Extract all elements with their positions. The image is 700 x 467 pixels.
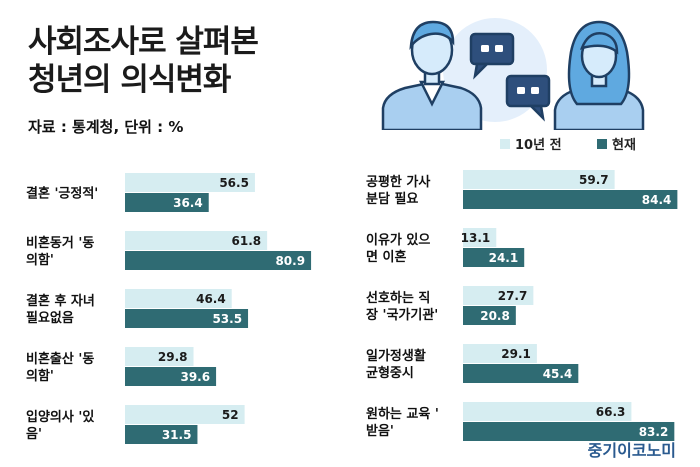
category-label-line: 면 이혼 <box>366 249 406 265</box>
legend-now-label: 현재 <box>612 138 636 153</box>
bar-past <box>125 405 245 424</box>
category-label-line: 비혼출산 '동 <box>26 351 94 367</box>
bar-past <box>463 402 632 421</box>
bar-past <box>125 347 194 366</box>
data-label: 84.4 <box>642 193 672 207</box>
category-label-line: 이유가 있으 <box>366 232 430 248</box>
data-label: 39.6 <box>180 370 210 384</box>
bar-past <box>463 286 534 305</box>
category-label-line: 선호하는 직 <box>366 290 430 306</box>
data-label: 46.4 <box>196 292 226 306</box>
legend-past: 10년 전 <box>500 134 562 153</box>
bar-now <box>125 367 217 386</box>
data-label: 61.8 <box>232 234 262 248</box>
bar-past <box>125 173 255 192</box>
bar-now <box>125 309 249 328</box>
category-label-line: 필요없음 <box>26 310 74 326</box>
legend-now-swatch <box>597 138 607 149</box>
bar-now <box>463 422 675 441</box>
data-label: 27.7 <box>498 289 528 303</box>
title-line-2: 청년의 의식변화 <box>28 62 231 98</box>
category-label: 입양의사 '있 음' <box>26 409 94 442</box>
chat-bubble-icon <box>505 74 551 122</box>
bar-now <box>463 306 516 325</box>
source-note: 자료 : 통계청, 단위 : % <box>28 118 184 136</box>
data-label: 83.2 <box>639 425 669 439</box>
data-label: 36.4 <box>173 196 203 210</box>
legend-past-swatch <box>500 138 510 149</box>
category-label: 결혼 '긍정적' <box>26 186 98 202</box>
category-label-line: 의함' <box>26 368 54 384</box>
category-label-line: 결혼 후 자녀 <box>26 293 95 309</box>
category-label-line: 의함' <box>26 252 54 268</box>
bar-past <box>463 228 497 247</box>
bar-past <box>125 289 232 308</box>
category-label-line: 분담 필요 <box>366 192 418 207</box>
chat-bubble-icon <box>469 32 515 80</box>
bar-now <box>125 251 312 270</box>
category-label: 결혼 후 자녀 필요없음 <box>26 293 95 326</box>
legend-now: 현재 <box>597 134 636 153</box>
data-label: 80.9 <box>275 254 305 268</box>
category-label-line: 공평한 가사 <box>366 174 430 190</box>
data-label: 29.1 <box>501 347 531 361</box>
category-label-line: 입양의사 '있 <box>26 409 94 425</box>
data-label: 59.7 <box>579 173 609 187</box>
data-label: 56.5 <box>219 176 249 190</box>
category-label-line: 비혼동거 '동 <box>26 235 94 251</box>
data-label: 52 <box>222 408 239 422</box>
data-label: 24.1 <box>489 251 519 265</box>
category-label: 이유가 있으 면 이혼 <box>366 232 430 265</box>
data-label: 53.5 <box>212 312 242 326</box>
bar-now <box>463 248 525 267</box>
category-label-line: 음' <box>26 426 42 442</box>
bar-now <box>125 193 209 212</box>
bar-now <box>125 425 198 444</box>
bar-past <box>125 231 268 250</box>
legend-past-label: 10년 전 <box>515 138 562 153</box>
data-label: 13.1 <box>461 231 491 245</box>
category-label: 원하는 교육 ' 받음' <box>366 406 439 439</box>
bar-past <box>463 344 537 363</box>
bar-now <box>463 364 579 383</box>
data-label: 66.3 <box>596 405 626 419</box>
category-label-line: 원하는 교육 ' <box>366 406 439 422</box>
bar-now <box>463 190 678 209</box>
data-label: 31.5 <box>162 428 192 442</box>
man-icon <box>381 20 483 130</box>
category-label: 비혼동거 '동 의함' <box>26 235 94 268</box>
people-illustration <box>381 18 645 130</box>
category-label-line: 장 '국가기관' <box>366 307 438 323</box>
data-label: 45.4 <box>543 367 573 381</box>
category-label: 일가정생활 균형중시 <box>366 348 426 381</box>
data-label: 20.8 <box>480 309 510 323</box>
bar-past <box>463 170 615 189</box>
category-label-line: 받음' <box>366 423 394 439</box>
brand-logo: 중기이코노미 <box>587 441 676 460</box>
data-label: 29.8 <box>158 350 188 364</box>
category-label: 비혼출산 '동 의함' <box>26 351 94 384</box>
title-line-1: 사회조사로 살펴본 <box>28 24 259 60</box>
woman-icon <box>553 20 645 130</box>
category-label-line: 결혼 '긍정적' <box>26 186 98 202</box>
category-label-line: 일가정생활 <box>366 348 426 364</box>
category-label-line: 균형중시 <box>366 365 414 381</box>
